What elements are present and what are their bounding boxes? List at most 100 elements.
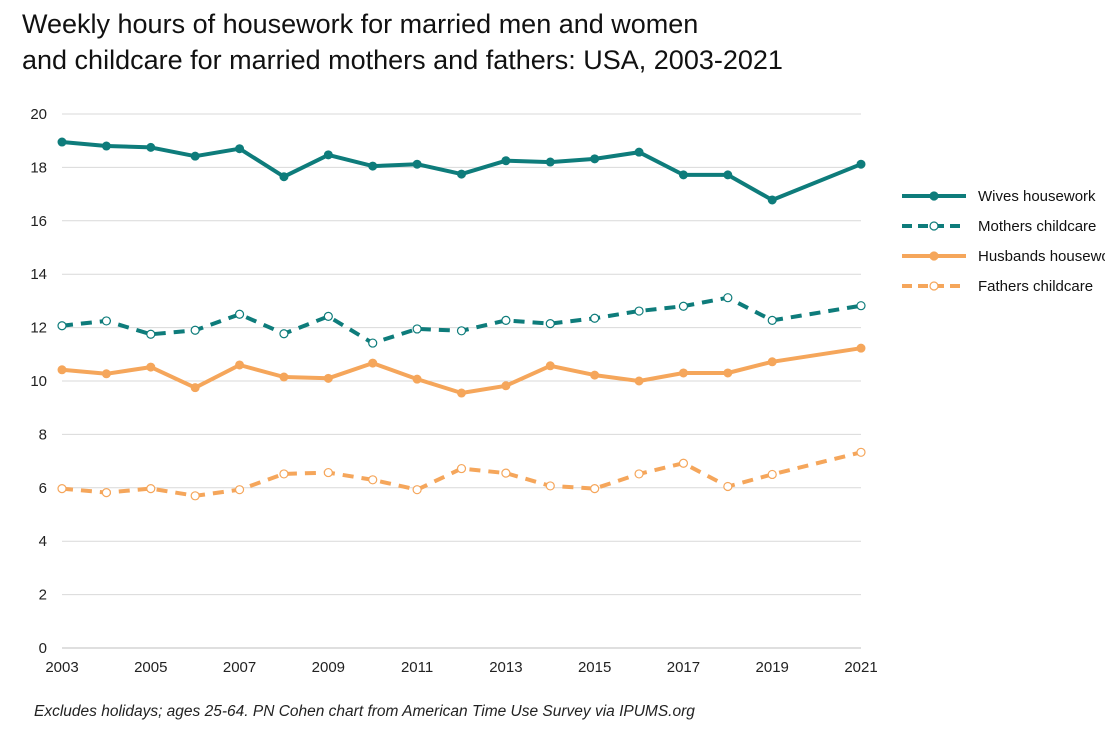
data-point bbox=[767, 195, 777, 205]
series-lines bbox=[57, 137, 866, 501]
data-point bbox=[323, 311, 333, 321]
data-point bbox=[234, 485, 245, 495]
data-point bbox=[57, 321, 67, 331]
legend-marker bbox=[929, 281, 939, 291]
x-tick-label: 2009 bbox=[312, 659, 345, 676]
y-tick-label: 0 bbox=[39, 640, 47, 657]
data-point bbox=[767, 357, 777, 367]
data-point bbox=[368, 338, 378, 348]
data-point bbox=[678, 301, 689, 311]
legend-label: Mothers childcare bbox=[978, 218, 1096, 235]
data-point bbox=[501, 315, 511, 325]
data-point bbox=[190, 151, 200, 161]
series-husbands-housework bbox=[57, 343, 866, 398]
data-point bbox=[856, 343, 866, 353]
data-point bbox=[279, 372, 289, 382]
y-tick-label: 18 bbox=[30, 159, 47, 176]
data-point bbox=[101, 316, 111, 326]
legend-item-wives-housework: Wives housework bbox=[902, 188, 1096, 205]
chart-source-note: Excludes holidays; ages 25-64. PN Cohen … bbox=[34, 703, 695, 720]
data-point bbox=[634, 376, 644, 386]
x-tick-label: 2011 bbox=[401, 659, 433, 676]
data-point bbox=[545, 157, 555, 167]
data-point bbox=[545, 361, 555, 371]
data-point bbox=[57, 484, 67, 494]
data-point bbox=[723, 481, 733, 492]
data-point bbox=[590, 370, 600, 380]
y-tick-label: 8 bbox=[39, 426, 47, 443]
x-tick-label: 2021 bbox=[844, 659, 877, 676]
y-tick-label: 4 bbox=[39, 533, 47, 550]
data-point bbox=[235, 144, 245, 154]
x-tick-label: 2003 bbox=[45, 659, 78, 676]
chart-title: Weekly hours of housework for married me… bbox=[22, 6, 1082, 78]
y-tick-label: 6 bbox=[39, 480, 47, 497]
data-point bbox=[723, 170, 733, 180]
data-point bbox=[856, 159, 866, 169]
legend-marker bbox=[929, 251, 939, 261]
data-point bbox=[323, 373, 333, 383]
data-point bbox=[146, 362, 156, 372]
chart-title-line-2: and childcare for married mothers and fa… bbox=[22, 45, 783, 75]
data-point bbox=[590, 154, 600, 164]
x-tick-label: 2005 bbox=[134, 659, 167, 676]
data-point bbox=[368, 161, 378, 171]
x-tick-label: 2019 bbox=[756, 659, 789, 676]
series-wives-housework bbox=[57, 137, 866, 205]
data-point bbox=[412, 485, 422, 495]
data-point bbox=[501, 156, 511, 166]
data-point bbox=[190, 491, 200, 501]
data-point bbox=[501, 468, 511, 478]
y-tick-label: 14 bbox=[30, 266, 47, 283]
data-point bbox=[190, 383, 200, 393]
data-point bbox=[279, 172, 289, 182]
y-tick-label: 16 bbox=[30, 213, 47, 230]
data-point bbox=[590, 313, 600, 323]
data-point bbox=[101, 369, 111, 379]
data-point bbox=[234, 309, 245, 319]
legend: Wives housework Mothers childcare Husbands… bbox=[902, 188, 1105, 295]
x-tick-label: 2013 bbox=[489, 659, 522, 676]
data-point bbox=[501, 381, 511, 391]
data-point bbox=[456, 463, 467, 474]
y-tick-label: 10 bbox=[30, 373, 47, 390]
axes: 0 2 4 6 8 10 12 14 16 18 20 2003 2005 2007 2009 2011 201… bbox=[30, 106, 877, 676]
data-point bbox=[235, 360, 245, 370]
legend-item-fathers-childcare: Fathers childcare bbox=[902, 278, 1093, 295]
data-point bbox=[146, 329, 156, 339]
legend-marker bbox=[929, 221, 939, 231]
series-line-mothers-childcare bbox=[61, 295, 862, 346]
legend-label: Fathers childcare bbox=[978, 278, 1093, 295]
data-point bbox=[146, 142, 156, 152]
data-point bbox=[634, 306, 644, 316]
gridlines bbox=[62, 113, 861, 596]
data-point bbox=[57, 137, 67, 147]
data-point bbox=[57, 365, 67, 375]
y-tick-label: 20 bbox=[30, 106, 47, 123]
y-tick-label: 2 bbox=[39, 587, 47, 604]
data-point bbox=[856, 301, 866, 311]
data-point bbox=[678, 368, 688, 378]
series-line-wives-housework bbox=[60, 140, 863, 202]
legend-label: Wives housework bbox=[978, 188, 1096, 205]
data-point bbox=[190, 325, 200, 335]
data-point bbox=[723, 368, 733, 378]
data-point bbox=[678, 458, 689, 468]
series-fathers-childcare bbox=[57, 447, 866, 501]
series-line-fathers-childcare bbox=[61, 450, 862, 498]
data-point bbox=[767, 469, 777, 480]
data-point bbox=[412, 159, 422, 169]
data-point bbox=[368, 358, 378, 368]
data-point bbox=[590, 484, 600, 494]
data-point bbox=[457, 169, 466, 179]
chart-title-line-1: Weekly hours of housework for married me… bbox=[22, 9, 699, 39]
data-point bbox=[101, 488, 111, 498]
legend-item-mothers-childcare: Mothers childcare bbox=[902, 218, 1096, 235]
data-point bbox=[146, 484, 156, 494]
x-tick-label: 2007 bbox=[223, 659, 256, 676]
data-point bbox=[323, 467, 333, 478]
data-point bbox=[545, 481, 555, 491]
data-point bbox=[767, 315, 777, 325]
data-point bbox=[457, 388, 466, 398]
